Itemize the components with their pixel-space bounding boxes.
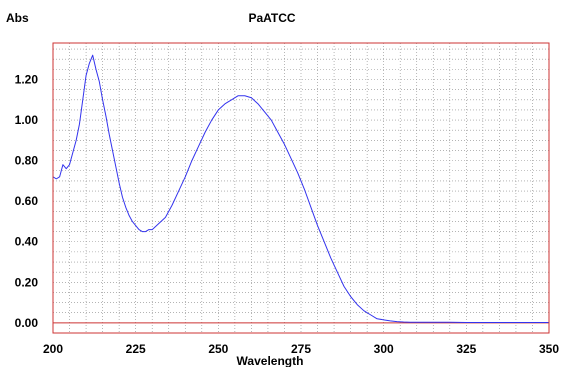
x-tick-label: 225 xyxy=(126,342,146,356)
x-tick-labels: 200 225 250 275 300 325 350 xyxy=(43,342,559,356)
x-tick-label: 275 xyxy=(291,342,311,356)
y-tick-label: 0.00 xyxy=(15,316,39,330)
series-line-1 xyxy=(52,54,549,323)
y-tick-label: 1.00 xyxy=(15,113,39,127)
x-axis-label: Wavelength xyxy=(237,354,304,367)
grid xyxy=(53,43,549,333)
plot-frame xyxy=(52,42,550,334)
y-tick-label: 0.60 xyxy=(15,194,39,208)
y-tick-label: 0.40 xyxy=(15,235,39,249)
y-tick-label: 0.80 xyxy=(15,154,39,168)
y-tick-label: 0.20 xyxy=(15,275,39,289)
y-axis-label: Abs xyxy=(6,11,29,25)
chart-title: PaATCC xyxy=(248,11,295,25)
x-tick-label: 350 xyxy=(539,342,559,356)
y-tick-labels: 0.00 0.20 0.40 0.60 0.80 1.00 1.20 xyxy=(15,73,39,330)
x-tick-label: 200 xyxy=(43,342,63,356)
y-tick-label: 1.20 xyxy=(15,73,39,87)
x-tick-label: 325 xyxy=(456,342,476,356)
x-tick-label: 300 xyxy=(374,342,394,356)
x-tick-label: 250 xyxy=(208,342,228,356)
series-layer xyxy=(52,54,549,323)
